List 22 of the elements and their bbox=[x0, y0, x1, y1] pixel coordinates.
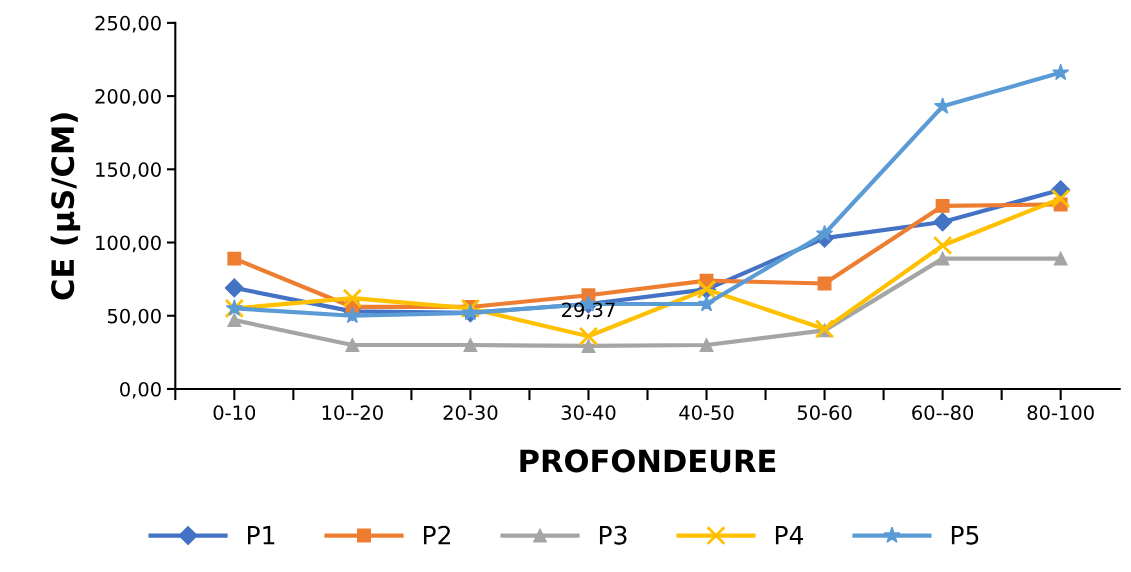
legend-label: P1 bbox=[248, 526, 275, 545]
legend-label: P5 bbox=[951, 526, 979, 545]
y-tick-label: 100,00 bbox=[96, 235, 161, 253]
y-tick-label: 50,00 bbox=[107, 308, 161, 326]
x-tick-label: 60--80 bbox=[912, 405, 974, 420]
y-tick-label: 250,00 bbox=[95, 15, 161, 33]
y-tick-label: 0,00 bbox=[120, 381, 161, 399]
legend-label: P2 bbox=[423, 525, 451, 545]
x-tick-label: 0-10 bbox=[213, 405, 256, 420]
y-tick-label: 200,00 bbox=[95, 89, 161, 106]
x-tick-label: 50-60 bbox=[797, 405, 852, 420]
legend-label: P3 bbox=[599, 525, 627, 545]
y-tick-label: 150,00 bbox=[96, 162, 161, 179]
x-tick-label: 30-40 bbox=[561, 405, 616, 420]
x-axis-title: PROFONDEURE bbox=[520, 449, 776, 473]
legend-label: P4 bbox=[775, 526, 804, 545]
x-tick-label: 80-100 bbox=[1027, 405, 1094, 420]
x-tick-label: 40-50 bbox=[679, 405, 734, 420]
x-tick-label: 10--20 bbox=[322, 405, 383, 420]
x-tick-label: 20-30 bbox=[443, 405, 498, 420]
y-axis-title: CE (µS/CM) bbox=[50, 113, 81, 300]
data-label: 29,37 bbox=[562, 302, 615, 320]
